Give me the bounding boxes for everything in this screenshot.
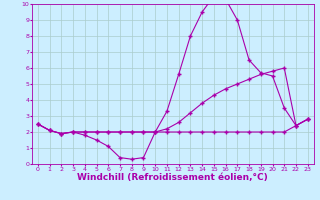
X-axis label: Windchill (Refroidissement éolien,°C): Windchill (Refroidissement éolien,°C): [77, 173, 268, 182]
